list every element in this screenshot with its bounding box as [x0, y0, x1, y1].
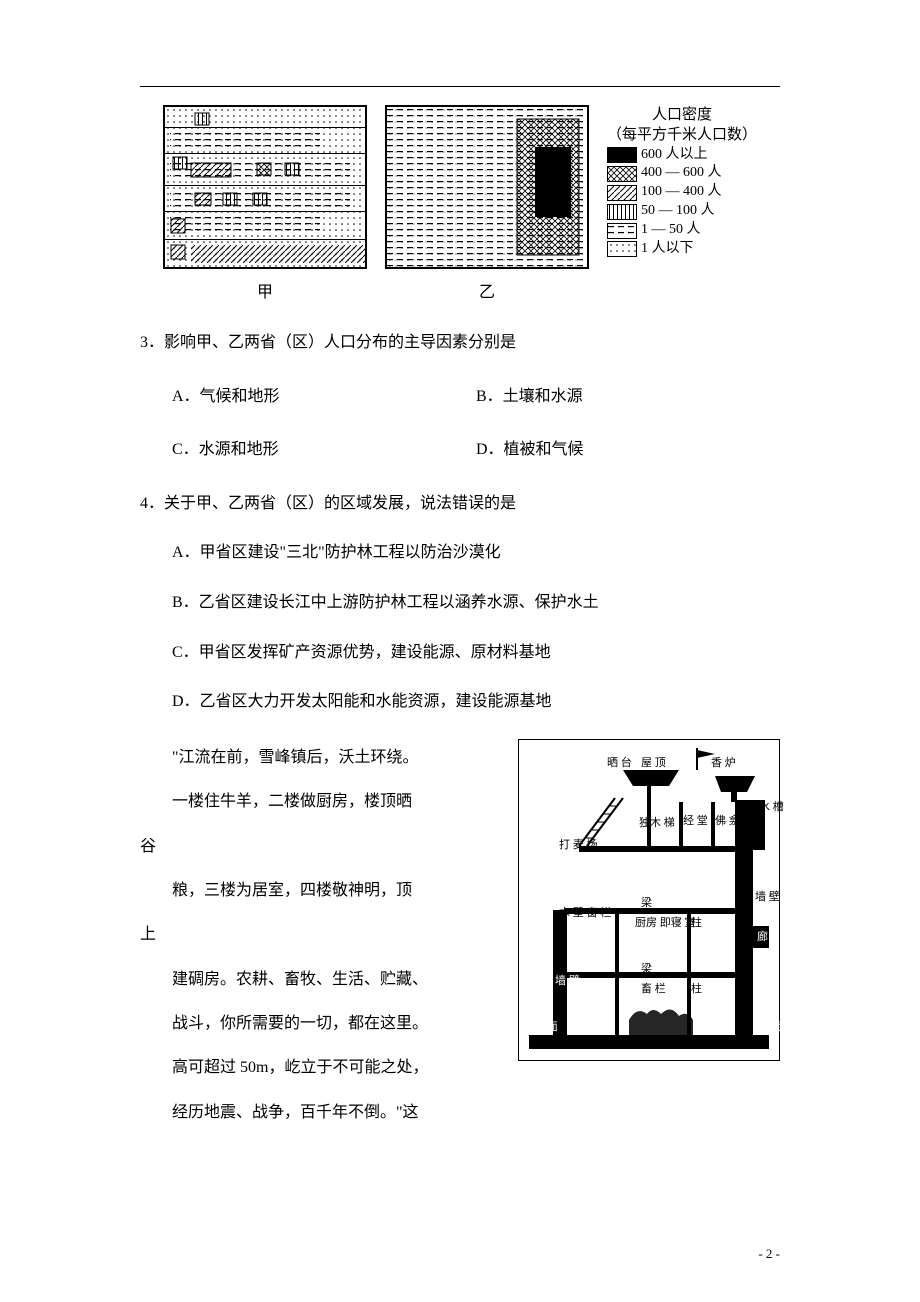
house-label-roof3: 香 炉	[711, 758, 736, 770]
legend-subtitle: （每平方千米人口数）	[607, 125, 757, 145]
q3-opt-b: B．土壤和水源	[476, 384, 780, 410]
legend-item: 600 人以上	[607, 146, 757, 165]
swatch-icon	[607, 241, 637, 257]
q4-options: A．甲省区建设"三北"防护林工程以防治沙漠化 B．乙省区建设长江中上游防护林工程…	[140, 540, 780, 714]
passage-section: "江流在前，雪峰镇后，沃土环绕。 一楼住牛羊，二楼做厨房，楼顶晒 谷 粮，三楼为…	[140, 739, 780, 1139]
house-label-ground-l: 地 面	[533, 1022, 558, 1034]
house-label-col2: 柱	[691, 918, 702, 930]
top-rule	[140, 86, 780, 87]
legend-item: 1 — 50 人	[607, 221, 757, 240]
passage-line: 经历地震、战争，百千年不倒。"这	[140, 1094, 506, 1132]
house-label-water: 水 槽	[759, 802, 784, 814]
house-label-pen: 畜 栏	[641, 984, 666, 996]
swatch-icon	[607, 166, 637, 182]
legend-label: 1 人以下	[641, 240, 694, 259]
legend-item: 1 人以下	[607, 240, 757, 259]
house-label-wall1: 墙 壁	[555, 976, 580, 988]
q4-opt-b: B．乙省区建设长江中上游防护林工程以涵养水源、保护水土	[172, 590, 780, 616]
q3-opt-c: C．水源和地形	[172, 437, 476, 463]
legend: 人口密度 （每平方千米人口数） 600 人以上 400 — 600 人 100 …	[607, 105, 757, 302]
population-density-figure: 甲 乙 人口密度 （每平方千米人口数） 600 人以上 400 — 600 人 …	[140, 105, 780, 302]
legend-title: 人口密度	[607, 105, 757, 125]
map-right-wrap: 乙	[385, 105, 589, 302]
house-label-niche: 佛 龛	[715, 816, 740, 828]
house-label-corridor: 廊	[757, 932, 768, 944]
legend-label: 1 — 50 人	[641, 221, 701, 240]
passage-line: "江流在前，雪峰镇后，沃土环绕。	[140, 739, 506, 777]
legend-label: 50 — 100 人	[641, 202, 715, 221]
passage-line: 谷	[140, 828, 506, 866]
house-label-roof1: 晒 台	[607, 758, 632, 770]
q3-opt-d: D．植被和气候	[476, 437, 780, 463]
passage-line: 粮，三楼为居室，四楼敬神明，顶	[140, 872, 506, 910]
map-left-wrap: 甲	[163, 105, 367, 302]
question-3: 3．影响甲、乙两省（区）人口分布的主导因素分别是 A．气候和地形 B．土壤和水源…	[140, 330, 780, 463]
q3-options-row2: C．水源和地形 D．植被和气候	[140, 437, 780, 463]
legend-label: 100 — 400 人	[641, 183, 722, 202]
page-number: - 2 -	[758, 1246, 780, 1262]
q3-opt-a: A．气候和地形	[172, 384, 476, 410]
house-diagram: 晒 台 屋 顶 香 炉 水 槽 打 麦 场 独木 梯 经 堂 佛 龛 木 壁 窗…	[518, 739, 780, 1061]
passage-line: 战斗，你所需要的一切，都在这里。	[140, 1005, 506, 1043]
question-4: 4．关于甲、乙两省（区）的区域发展，说法错误的是 A．甲省区建设"三北"防护林工…	[140, 491, 780, 715]
passage-line: 上	[140, 916, 506, 954]
house-label-ladder: 独木 梯	[639, 818, 675, 830]
passage-line: 一楼住牛羊，二楼做厨房，楼顶晒	[140, 783, 506, 821]
q4-opt-c: C．甲省区发挥矿产资源优势，建设能源、原材料基地	[172, 640, 780, 666]
house-label-kitchen: 厨房 即寝 室	[635, 918, 696, 930]
house-label-beam2: 梁	[641, 898, 652, 910]
passage-line: 高可超过 50m，屹立于不可能之处，	[140, 1049, 506, 1087]
legend-item: 50 — 100 人	[607, 202, 757, 221]
house-label-roof2: 屋 顶	[641, 758, 666, 770]
passage-line: 建碉房。农耕、畜牧、生活、贮藏、	[140, 961, 506, 999]
map-right-caption: 乙	[385, 278, 589, 302]
swatch-icon	[607, 223, 637, 239]
house-label-hall: 经 堂	[683, 816, 708, 828]
swatch-icon	[607, 185, 637, 201]
legend-label: 400 — 600 人	[641, 164, 722, 183]
house-label-thresh: 打 麦 场	[559, 840, 598, 852]
house-label-ground-r: 地 面	[757, 1022, 782, 1034]
house-label-col1: 柱	[691, 984, 702, 996]
map-left-caption: 甲	[163, 278, 367, 302]
q3-options: A．气候和地形 B．土壤和水源	[140, 384, 780, 410]
page: 甲 乙 人口密度 （每平方千米人口数） 600 人以上 400 — 600 人 …	[0, 0, 920, 1302]
house-label-wall2: 墙 壁	[755, 892, 780, 904]
q3-stem: 3．影响甲、乙两省（区）人口分布的主导因素分别是	[140, 330, 780, 356]
map-right	[385, 105, 589, 269]
house-label-wood: 木 壁 窗 栏	[559, 908, 611, 920]
passage-text: "江流在前，雪峰镇后，沃土环绕。 一楼住牛羊，二楼做厨房，楼顶晒 谷 粮，三楼为…	[140, 739, 506, 1139]
legend-item: 400 — 600 人	[607, 164, 757, 183]
q4-stem: 4．关于甲、乙两省（区）的区域发展，说法错误的是	[140, 491, 780, 517]
map-left	[163, 105, 367, 269]
swatch-icon	[607, 147, 637, 163]
house-label-beam1: 梁	[641, 964, 652, 976]
legend-item: 100 — 400 人	[607, 183, 757, 202]
swatch-icon	[607, 204, 637, 220]
q4-opt-a: A．甲省区建设"三北"防护林工程以防治沙漠化	[172, 540, 780, 566]
legend-label: 600 人以上	[641, 146, 708, 165]
q4-opt-d: D．乙省区大力开发太阳能和水能资源，建设能源基地	[172, 689, 780, 715]
